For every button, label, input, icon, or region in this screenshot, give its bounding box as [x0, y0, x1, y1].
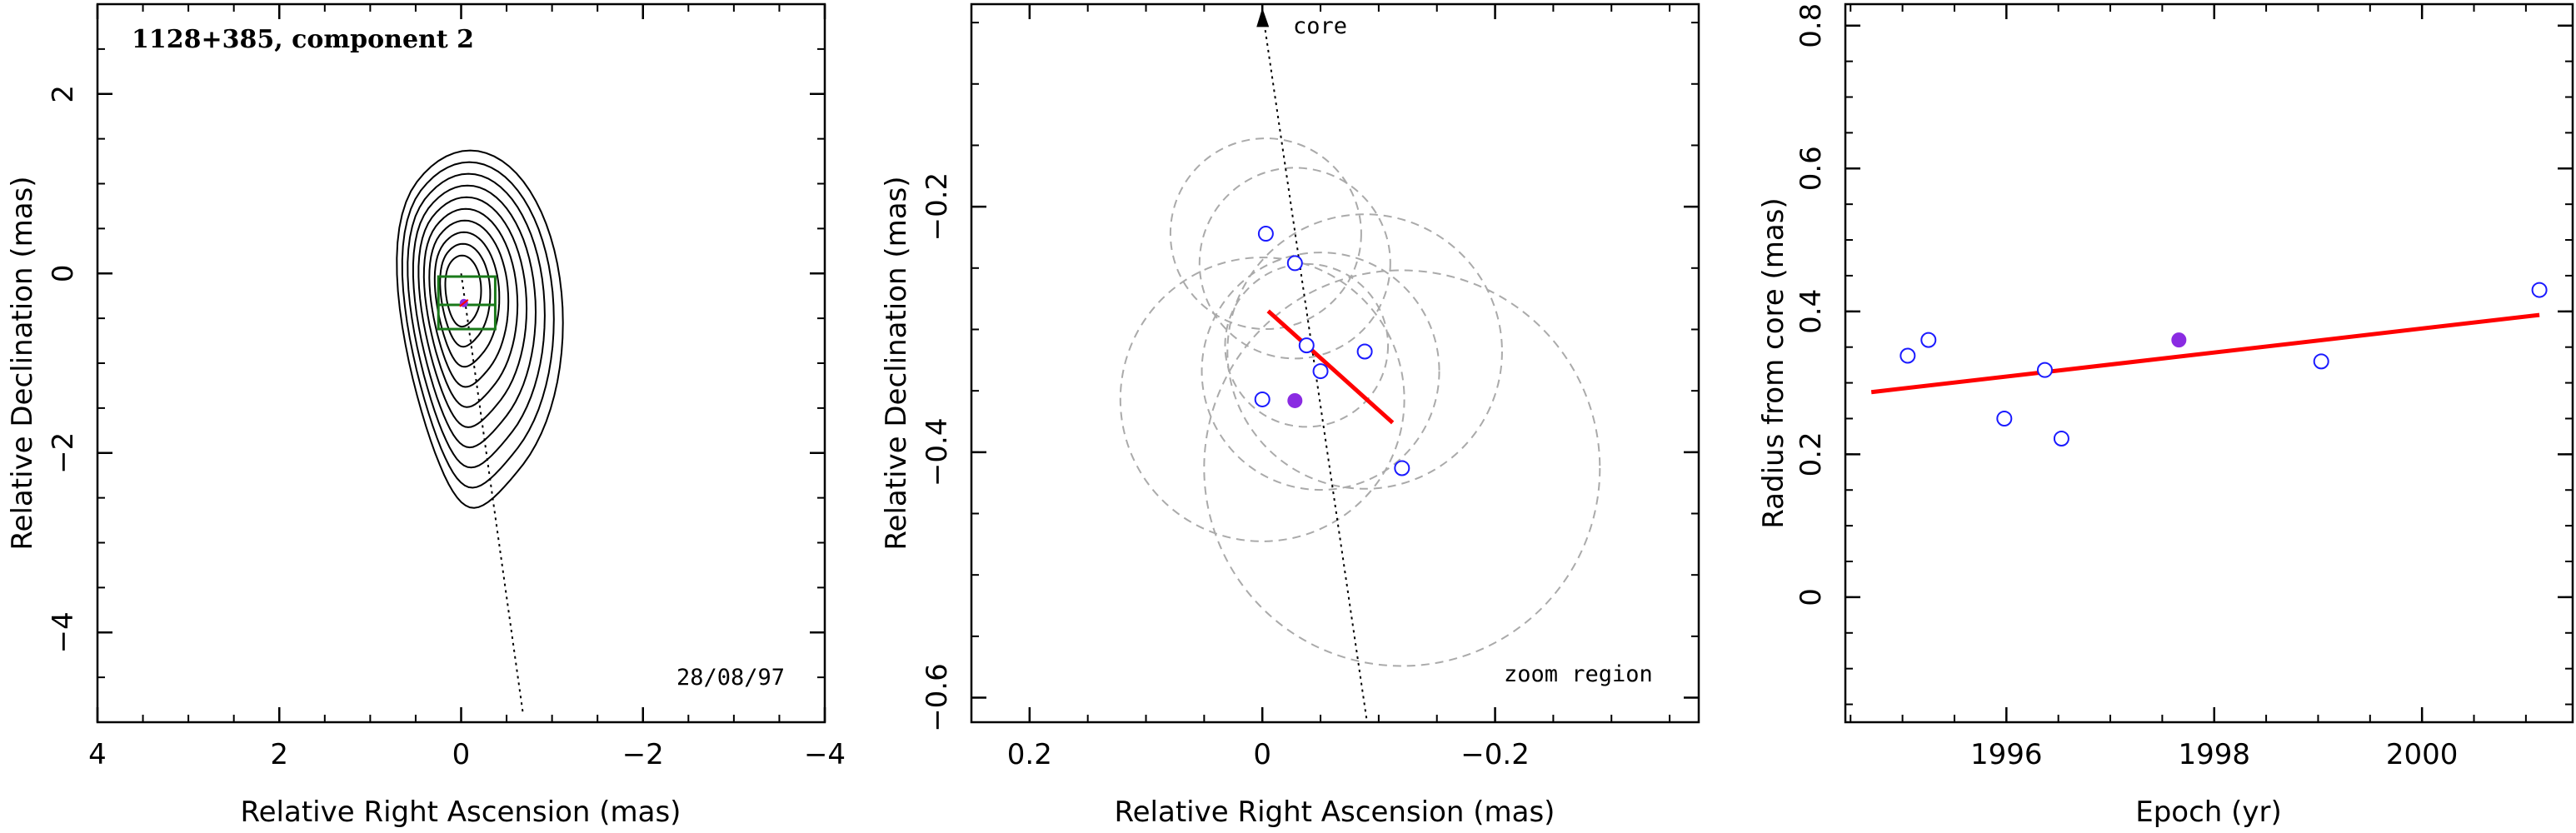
- error-circle: [1198, 167, 1391, 360]
- y-tick-label: −4: [47, 611, 80, 653]
- y-tick-label: 0.6: [1795, 146, 1828, 191]
- panel-radius-vs-epoch: 1996 1998 2000 0 0.2 0.4 0.6 0.8 Epoch (yr) Rad…: [1757, 2, 2574, 829]
- epoch-position-point: [1298, 337, 1315, 354]
- radius-point: [1920, 332, 1937, 348]
- zoom-region-label: zoom region: [1504, 661, 1653, 687]
- contour-level-line: [396, 149, 564, 509]
- panel1-ylabel: Relative Declination (mas): [6, 176, 39, 550]
- contour-level-line: [439, 242, 492, 348]
- contour-level-line: [417, 196, 528, 428]
- contour-level-line: [412, 184, 537, 449]
- error-circle: [1119, 257, 1405, 542]
- contour-level-line: [401, 161, 555, 489]
- y-tick-label: 0: [47, 264, 80, 282]
- contour-level-line: [422, 207, 519, 408]
- x-tick-label: 2: [270, 738, 288, 771]
- panel3-ticks: 1996 1998 2000 0 0.2 0.4 0.6 0.8: [1795, 3, 2573, 771]
- contour-set: [396, 149, 564, 509]
- epoch-position-point: [1312, 363, 1329, 380]
- panel2-ylabel: Relative Declination (mas): [880, 176, 913, 550]
- x-tick-label: 0.2: [1007, 738, 1052, 771]
- x-tick-label: −0.2: [1460, 738, 1530, 771]
- panel1-frame: [96, 2, 826, 724]
- panel3-marks: [1870, 282, 2548, 446]
- panel2-xlabel: Relative Right Ascension (mas): [1115, 796, 1555, 829]
- panel2-ticks: 0.2 0 −0.2 −0.2 −0.4 −0.6: [921, 4, 1699, 771]
- panel1-marks: [437, 273, 524, 714]
- radius-point: [2531, 282, 2548, 298]
- panel1-ticks: 4 2 0 −2 −4 2 0 −2 −4: [47, 3, 846, 771]
- epoch-position-point: [1394, 460, 1410, 476]
- contour-level-line: [433, 231, 501, 368]
- panel1-xlabel: Relative Right Ascension (mas): [241, 796, 681, 829]
- radius-point: [1900, 347, 1916, 364]
- panel2-marks: [1119, 7, 1601, 723]
- y-tick-label: −0.2: [921, 172, 954, 242]
- error-circle: [1201, 252, 1440, 491]
- panel3-frame: [1844, 2, 2574, 724]
- panel1-date: 28/08/97: [676, 665, 785, 691]
- error-circle: [1226, 213, 1503, 490]
- linear-fit-line: [1870, 312, 2540, 395]
- epoch-position-point: [1286, 255, 1303, 272]
- y-tick-label: −2: [47, 432, 80, 474]
- y-tick-label: 0: [1795, 588, 1828, 606]
- error-circle: [1169, 137, 1362, 331]
- radius-point: [2036, 362, 2053, 378]
- panel3-ylabel: Radius from core (mas): [1757, 197, 1790, 528]
- y-tick-label: −0.4: [921, 418, 954, 487]
- x-tick-label: −2: [622, 738, 664, 771]
- core-arrow-head: [1256, 7, 1270, 27]
- contour-level-line: [444, 254, 482, 328]
- panel3-xlabel: Epoch (yr): [2135, 796, 2282, 829]
- x-tick-label: 2000: [2386, 738, 2459, 771]
- y-tick-label: 0.2: [1795, 431, 1828, 476]
- y-tick-label: 0.4: [1795, 289, 1828, 334]
- panel1-title: 1128+385, component 2: [132, 25, 474, 54]
- current-epoch-point: [2171, 332, 2187, 348]
- component-track: [1266, 309, 1395, 425]
- error-circle: [1203, 269, 1601, 667]
- x-tick-label: 4: [88, 738, 107, 771]
- radius-point: [2313, 353, 2329, 370]
- x-tick-label: −4: [804, 738, 846, 771]
- epoch-position-point: [1356, 343, 1373, 360]
- component-track-mini: [459, 299, 469, 307]
- zoom-region-box: [437, 275, 497, 331]
- radius-point: [2053, 430, 2069, 446]
- panel2-frame: [970, 2, 1700, 724]
- contour-level-line: [428, 219, 510, 388]
- y-tick-label: −0.6: [921, 663, 954, 732]
- epoch-position-point: [1257, 226, 1274, 242]
- radius-point: [1996, 410, 2013, 426]
- x-tick-label: 1996: [1970, 738, 2043, 771]
- panel-contour-map: 4 2 0 −2 −4 2 0 −2 −4 1128+385, component 2 28/0…: [6, 2, 846, 829]
- epoch-position-point: [1254, 391, 1271, 407]
- x-tick-label: 0: [452, 738, 471, 771]
- current-epoch-point: [1287, 392, 1303, 408]
- contour-level-line: [407, 172, 546, 469]
- y-tick-label: 2: [47, 85, 80, 103]
- y-tick-label: 0.8: [1795, 3, 1828, 48]
- panel-zoom-region: 0.2 0 −0.2 −0.2 −0.4 −0.6 core zoom region Re…: [880, 2, 1700, 829]
- core-direction-line: [460, 273, 524, 714]
- x-tick-label: 1998: [2178, 738, 2250, 771]
- x-tick-label: 0: [1253, 738, 1271, 771]
- core-label: core: [1293, 13, 1347, 39]
